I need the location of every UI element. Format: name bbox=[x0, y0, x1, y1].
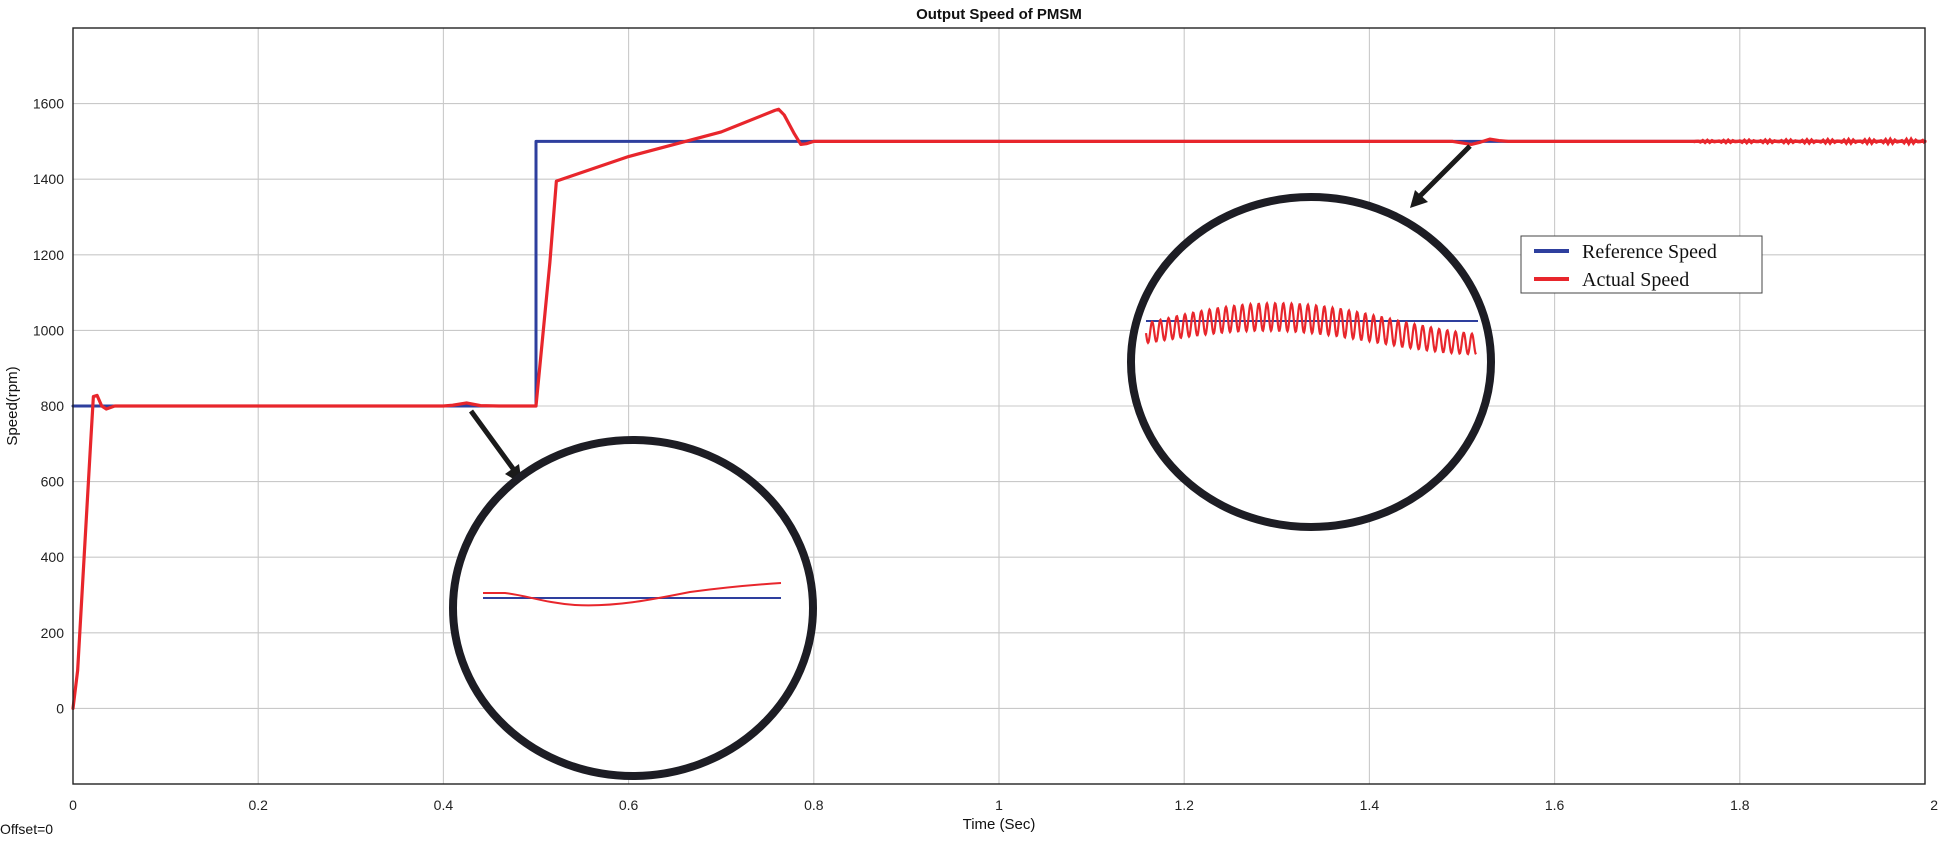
zoom-actual-wave bbox=[1144, 301, 1477, 356]
zoom-arrow-1 bbox=[468, 409, 517, 472]
offset-label: Offset=0 bbox=[0, 821, 53, 837]
y-tick-label: 400 bbox=[41, 549, 65, 565]
x-tick-label: 2 bbox=[1930, 797, 1938, 813]
x-tick-label: 1.6 bbox=[1545, 797, 1565, 813]
x-tick-label: 0.6 bbox=[619, 797, 639, 813]
x-tick-label: 0.4 bbox=[434, 797, 454, 813]
y-tick-label: 1400 bbox=[33, 171, 64, 187]
legend-label-actual: Actual Speed bbox=[1582, 269, 1689, 291]
x-tick-label: 0 bbox=[69, 797, 77, 813]
x-tick-label: 1.4 bbox=[1360, 797, 1380, 813]
y-tick-layer: 0 200 400 600 800 1000 1200 1400 1600 bbox=[33, 96, 64, 717]
x-tick-label: 0.8 bbox=[804, 797, 824, 813]
plot-border bbox=[72, 27, 1926, 785]
y-tick-label: 200 bbox=[41, 625, 65, 641]
y-tick-label: 1200 bbox=[33, 247, 64, 263]
actual-speed-ripple bbox=[1693, 136, 1927, 147]
legend-box bbox=[1520, 235, 1763, 294]
zoom-circle-1 bbox=[449, 436, 817, 780]
x-tick-label: 0.2 bbox=[248, 797, 268, 813]
y-axis-title: Speed(rpm) bbox=[4, 366, 21, 445]
chart-title: Output Speed of PMSM bbox=[916, 6, 1082, 23]
x-tick-label: 1.2 bbox=[1174, 797, 1194, 813]
x-tick-label: 1 bbox=[995, 797, 1003, 813]
y-tick-label: 1000 bbox=[33, 322, 64, 338]
zoom-actual-line-1 bbox=[483, 582, 782, 607]
legend: Reference Speed Actual Speed bbox=[1520, 235, 1763, 294]
y-tick-label: 0 bbox=[56, 700, 64, 716]
series-layer bbox=[71, 107, 1927, 710]
zoom-annotation-2 bbox=[1127, 144, 1495, 531]
legend-label-reference: Reference Speed bbox=[1582, 241, 1717, 263]
zoom-circle-2 bbox=[1127, 193, 1495, 531]
zoom-arrow-2 bbox=[1418, 144, 1472, 198]
x-axis-title: Time (Sec) bbox=[963, 816, 1036, 833]
x-tick-layer: 0 0.2 0.4 0.6 0.8 1 1.2 1.4 1.6 1.8 2 bbox=[69, 797, 1938, 813]
y-tick-label: 600 bbox=[41, 474, 65, 490]
x-tick-label: 1.8 bbox=[1730, 797, 1750, 813]
zoom-arrowhead-2 bbox=[1410, 190, 1428, 208]
y-tick-label: 800 bbox=[41, 398, 65, 414]
actual-speed-line bbox=[71, 107, 1927, 710]
y-tick-label: 1600 bbox=[33, 96, 64, 112]
zoom-annotation-1 bbox=[449, 409, 817, 780]
